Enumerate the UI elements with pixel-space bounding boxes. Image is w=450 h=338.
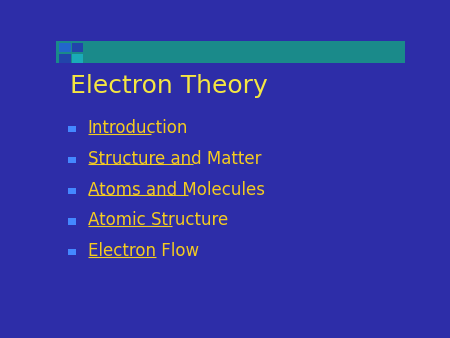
Bar (68, 157, 76, 163)
Bar (59, 43, 71, 52)
Bar (56, 41, 405, 64)
Bar (72, 43, 83, 52)
Text: Electron Flow: Electron Flow (88, 242, 199, 260)
Bar (68, 188, 76, 194)
Bar (68, 126, 76, 132)
Bar (72, 54, 83, 63)
Text: Structure and Matter: Structure and Matter (88, 150, 261, 168)
Text: Atoms and Molecules: Atoms and Molecules (88, 181, 265, 199)
Text: Introduction: Introduction (88, 119, 188, 137)
Text: Atomic Structure: Atomic Structure (88, 211, 228, 230)
Bar (68, 249, 76, 255)
Bar (68, 218, 76, 224)
Text: Electron Theory: Electron Theory (70, 74, 268, 98)
Bar (59, 54, 71, 63)
